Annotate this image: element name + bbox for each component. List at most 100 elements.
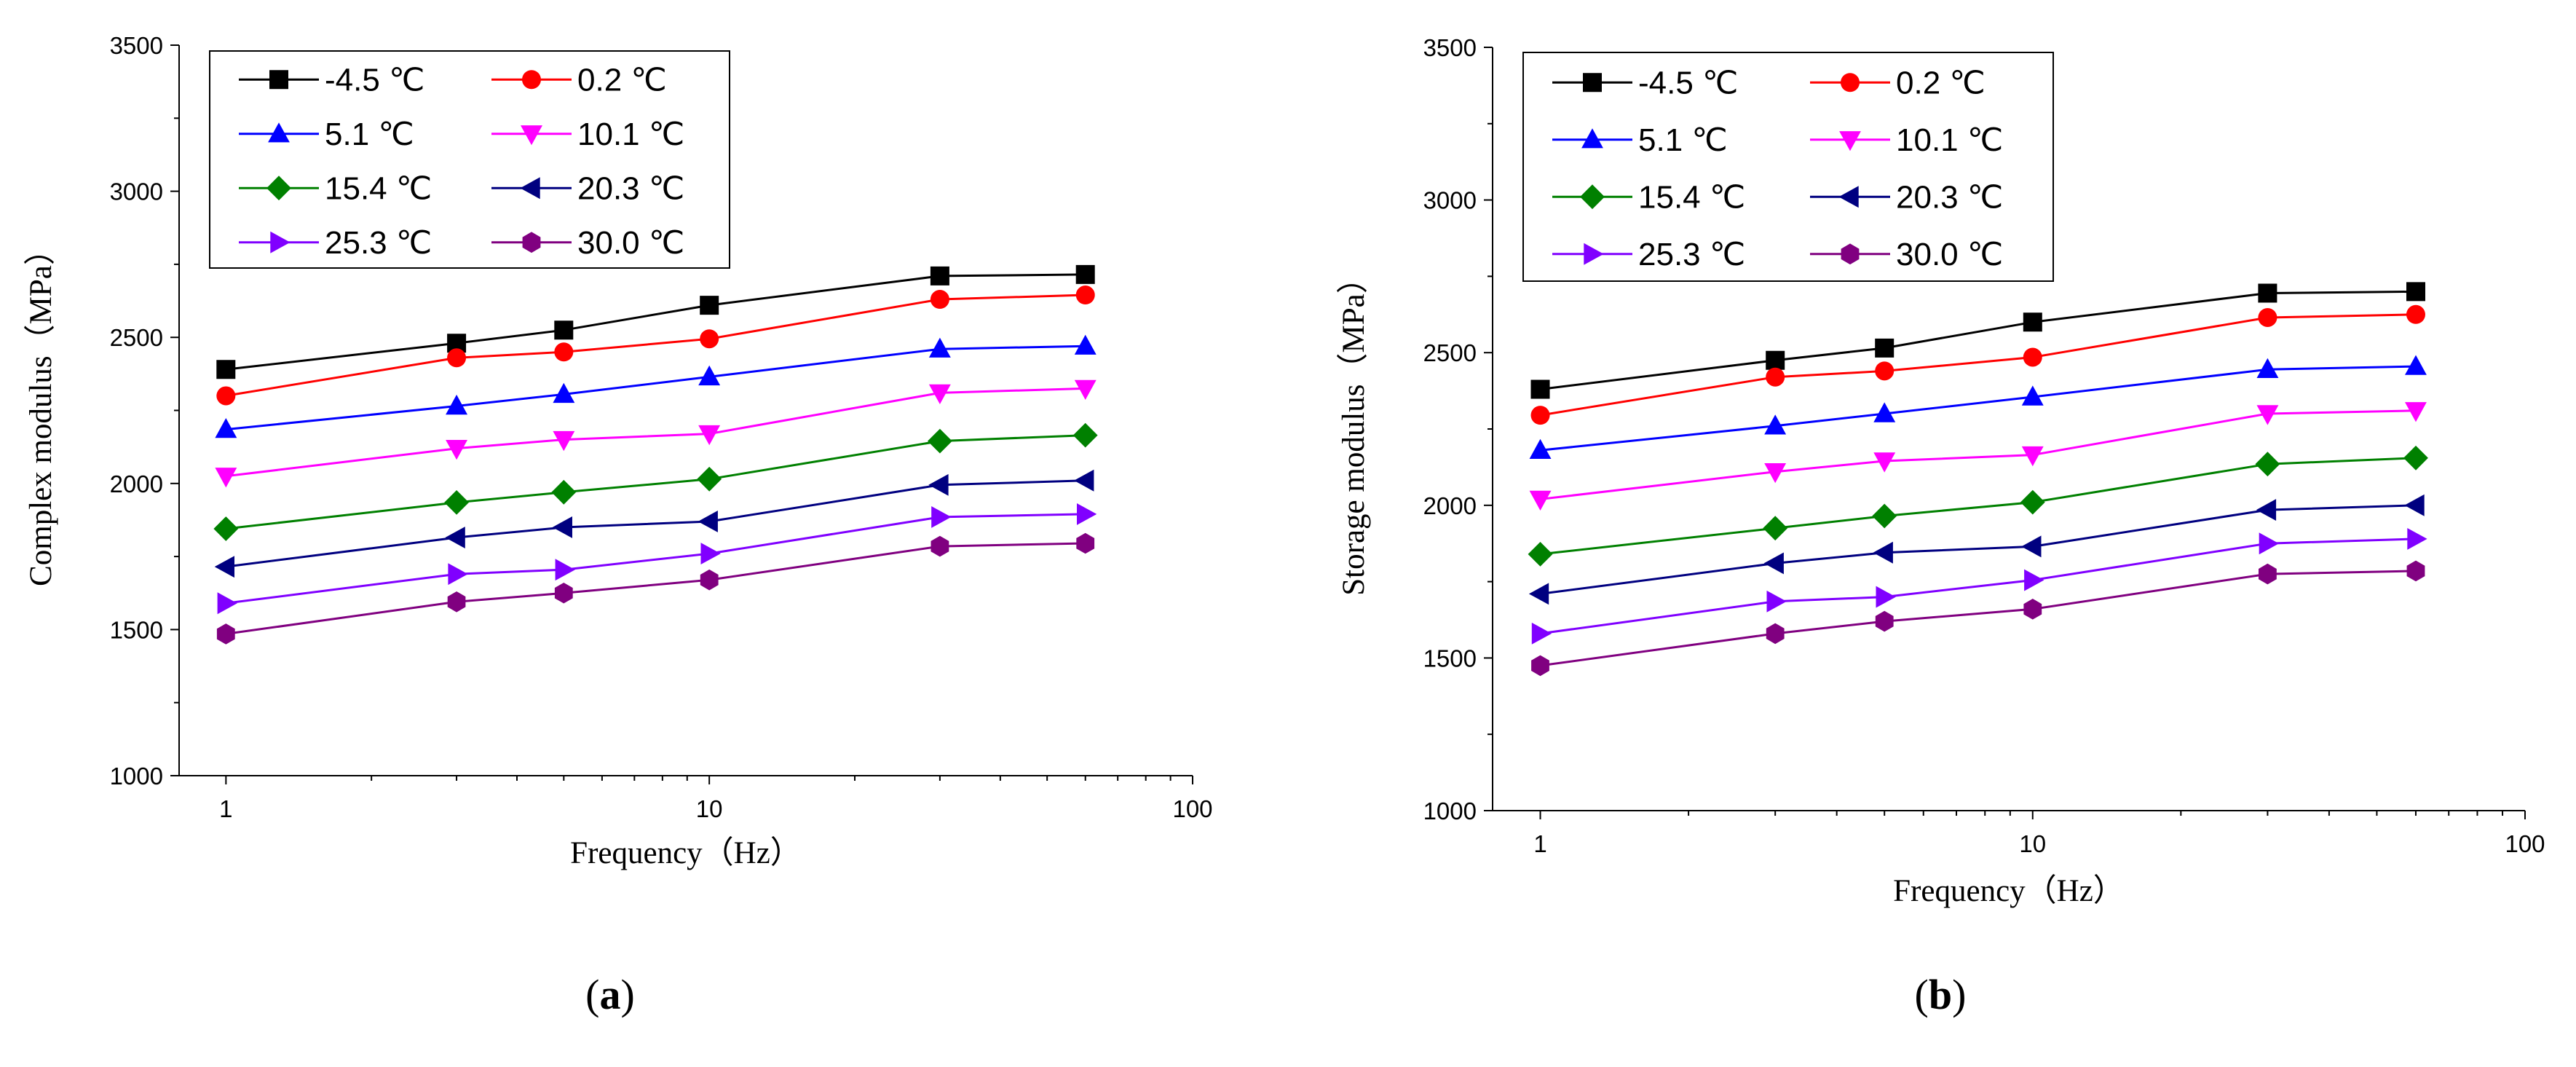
series-7 [217,503,1097,615]
series-line [1540,504,2417,595]
series-5 [1528,445,2428,567]
data-point [2020,489,2045,515]
y-tick-label: 1500 [1423,645,1477,672]
data-point [2258,307,2277,327]
series-line [226,294,1086,397]
data-point [698,511,718,532]
y-axis-label: Storage modulus（MPa） [1337,262,1371,595]
legend-label: 20.3 ℃ [1896,179,2003,215]
data-point [447,348,467,368]
data-point [928,473,949,496]
panel-b-chart: 1000 1500 2000 2500 3000 3500 1 10 100 Frequency（… [1337,34,2545,1018]
data-point [931,535,949,557]
data-point [1074,334,1097,355]
data-point [1766,367,1785,387]
y-tick-label: 1000 [110,763,163,790]
data-point [1528,583,1549,605]
data-point [700,329,719,349]
data-point [1873,452,1896,473]
data-point [698,365,721,386]
data-point [1531,655,1549,677]
legend-marker [1581,128,1603,149]
data-point [2407,528,2427,550]
data-point [2406,304,2425,324]
legend-marker [520,177,540,200]
data-point [2023,347,2042,367]
panel-a-chart: 1000 1500 2000 2500 3000 3500 1 10 100 Frequency（… [24,32,1213,1018]
data-point [217,592,237,615]
legend-marker [1841,73,1860,92]
y-tick-label: 2000 [1423,492,1477,519]
data-point [1873,402,1896,422]
y-tick-label: 1500 [110,616,163,643]
data-point [1530,379,1550,399]
x-tick-label: 100 [1172,795,1212,822]
data-point [555,559,575,581]
x-tick-label: 1 [219,795,232,822]
legend-marker [522,70,541,90]
series-4 [215,379,1097,488]
data-point [553,382,575,403]
data-point [1875,361,1895,381]
legend-entry: -4.5 ℃ [1552,65,1738,101]
data-point [1531,622,1552,645]
legend-marker [269,70,288,90]
y-tick-label: 3500 [110,32,163,59]
series-6 [214,469,1094,578]
data-point [215,418,237,438]
y-tick-label: 2500 [110,324,163,351]
legend-marker [268,122,290,143]
series-1 [1530,282,2425,399]
data-point [216,386,236,406]
data-point [214,556,234,578]
data-point [1074,469,1094,492]
legend-label: 15.4 ℃ [1638,179,1745,215]
series-2 [216,286,1095,406]
data-point [448,563,468,586]
data-point [700,543,721,564]
legend-marker [270,231,291,253]
data-point [447,591,466,613]
panel-caption: (a) [585,971,635,1018]
legend-entry: 10.1 ℃ [491,117,684,152]
panel-letter: a [600,971,621,1018]
data-point [1072,422,1098,448]
data-point [216,360,236,379]
series-4 [1529,402,2427,511]
data-point [930,290,949,310]
legend-entry: 0.2 ℃ [1810,65,1986,101]
legend-entry: 15.4 ℃ [239,170,432,206]
data-point [931,506,952,528]
data-point [930,266,949,286]
data-point [215,468,237,488]
y-tick-label: 3500 [1423,34,1477,61]
legend-entry: 30.0 ℃ [491,225,684,261]
legend-label: 20.3 ℃ [577,170,684,206]
data-point [2024,569,2044,591]
data-point [1764,463,1787,484]
legend-label: 0.2 ℃ [577,62,667,98]
data-point [444,490,469,515]
data-point [446,394,467,415]
legend: -4.5 ℃ 0.2 ℃ 5.1 ℃ 10.1 ℃ 15.4 ℃ 20.3 ℃ 25.3 ℃… [209,50,730,269]
y-tick-label: 3000 [110,178,163,205]
data-point [1075,286,1095,305]
data-point [2256,499,2277,521]
data-point [2023,312,2042,332]
series-7 [1531,528,2427,645]
legend-marker [522,232,541,253]
data-point [928,428,952,454]
y-tick-label: 3000 [1423,187,1477,214]
y-axis-label: Complex modulus（MPa） [24,234,58,586]
data-point [1074,379,1097,400]
legend-entry: 5.1 ℃ [1552,122,1728,158]
legend-entry: 0.2 ℃ [491,62,667,98]
data-point [1529,438,1552,459]
series-8 [1531,560,2425,677]
legend-entry: -4.5 ℃ [239,62,424,98]
legend-label: 25.3 ℃ [1638,237,1745,272]
legend-label: 10.1 ℃ [577,117,684,152]
legend-label: 5.1 ℃ [1638,122,1728,158]
data-point [2255,452,2280,477]
